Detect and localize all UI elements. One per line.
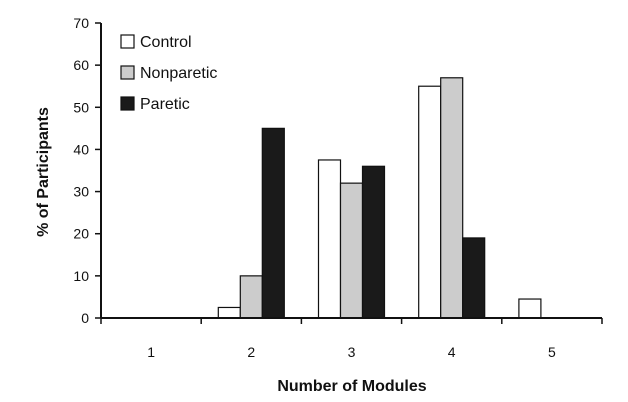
legend-swatch-nonparetic	[120, 65, 135, 80]
y-tick-label: 70	[73, 15, 89, 31]
bar-paretic-2	[261, 127, 285, 319]
x-tick-label: 2	[247, 344, 255, 360]
y-tick-label: 40	[73, 141, 89, 157]
bar-paretic-3	[361, 165, 386, 319]
bar-control-4	[418, 85, 442, 319]
x-tick-label: 1	[147, 344, 155, 360]
legend-swatch-paretic	[120, 96, 135, 111]
y-tick-label: 20	[73, 226, 89, 242]
y-axis-ticks: 0 10 20 30 40 50 60 70	[73, 15, 101, 326]
legend: Control Nonparetic Paretic	[120, 34, 217, 113]
legend-swatch-control	[120, 34, 135, 49]
bar-nonparetic-2	[239, 275, 263, 319]
bar-paretic-4	[462, 237, 486, 319]
x-axis-title: Number of Modules	[277, 378, 426, 395]
x-axis-ticks: 1 2 3 4 5	[100, 318, 603, 360]
y-tick-label: 0	[81, 310, 89, 326]
legend-label-paretic: Paretic	[140, 96, 190, 113]
y-tick-label: 50	[73, 99, 89, 115]
bar-control-5	[518, 298, 542, 319]
y-tick-label: 10	[73, 268, 89, 284]
y-tick-label: 60	[73, 57, 89, 73]
x-tick-label: 4	[448, 344, 456, 360]
y-tick-label: 30	[73, 184, 89, 200]
bar-control-3	[317, 159, 342, 319]
bar-series	[217, 77, 542, 319]
bar-nonparetic-3	[339, 182, 364, 319]
x-tick-label: 5	[548, 344, 556, 360]
bar-control-2	[217, 306, 241, 319]
legend-label-nonparetic: Nonparetic	[140, 65, 217, 82]
legend-label-control: Control	[140, 34, 192, 51]
x-tick-label: 3	[348, 344, 356, 360]
bar-nonparetic-4	[440, 77, 464, 319]
y-axis-title: % of Participants	[35, 107, 52, 237]
